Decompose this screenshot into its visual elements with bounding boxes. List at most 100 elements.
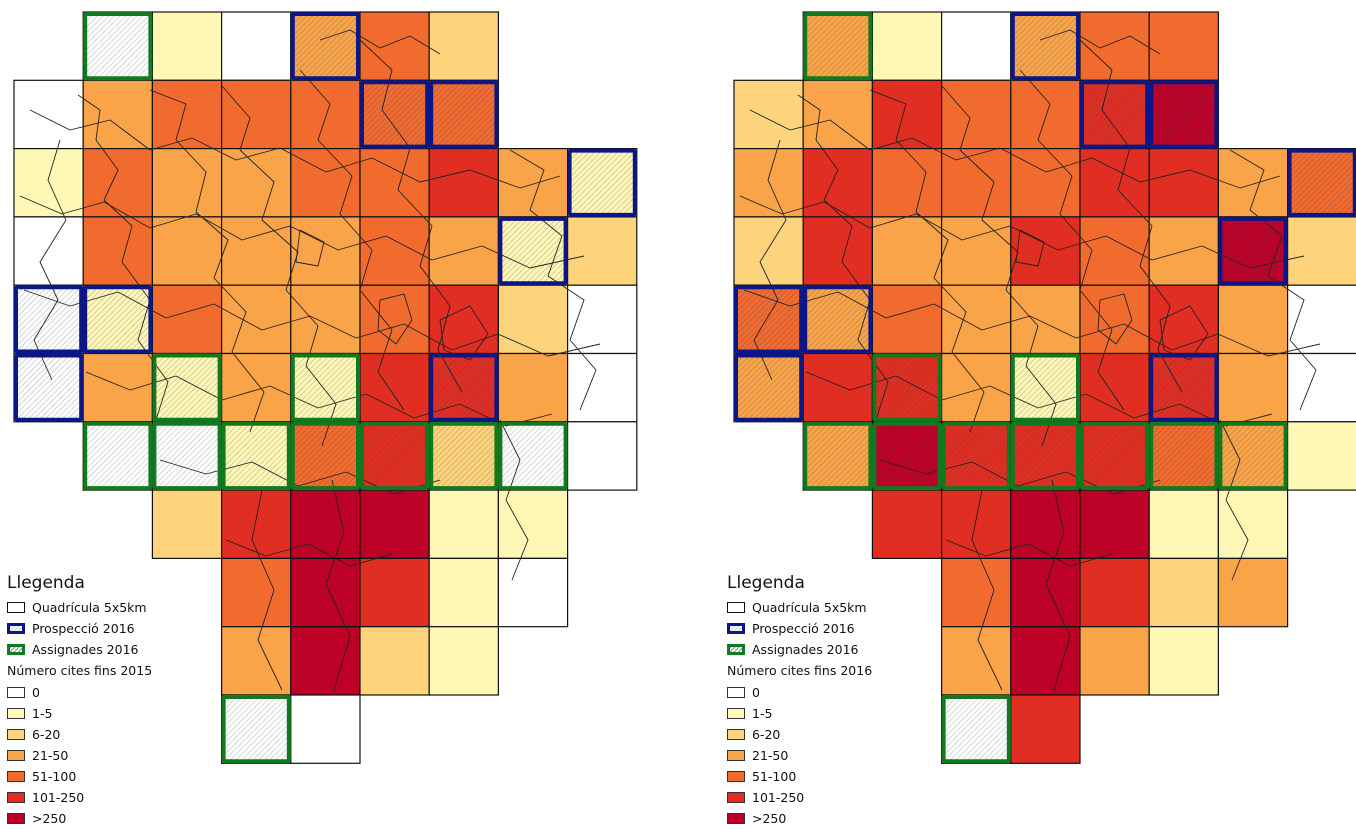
legend-class: 21-50 (727, 745, 872, 766)
grid-cell (1010, 79, 1081, 150)
grid-cell (1010, 557, 1081, 628)
grid-cell (290, 489, 361, 560)
legend-assigned: Assignades 2016 (727, 639, 872, 660)
boundary-line (325, 479, 351, 691)
assigned-cell-hatch (221, 421, 291, 491)
legend-prospect-label: Prospecció 2016 (32, 621, 135, 636)
grid-cell (1079, 489, 1150, 560)
grid-cell (359, 11, 430, 81)
legend-class: 1-5 (7, 703, 152, 724)
grid-cell (359, 626, 430, 696)
class-swatch (7, 729, 25, 740)
map-2016-svg (733, 11, 1356, 764)
assigned-cell-hatch (429, 421, 499, 491)
assigned-cell-hatch (872, 421, 942, 491)
prospect-cell-hatch (1010, 12, 1080, 81)
legend-class-label: 51-100 (752, 769, 797, 784)
grid-cell (221, 489, 292, 560)
grid-cell (428, 557, 500, 628)
boundary-line (1097, 293, 1133, 345)
grid-cell (1148, 489, 1220, 560)
assigned-cell-border (1218, 421, 1288, 491)
grid-cell (13, 148, 84, 218)
legend-grid-label: Quadrícula 5x5km (752, 600, 867, 615)
legend-class-label: 1-5 (32, 706, 53, 721)
grid-cell (1148, 148, 1220, 218)
grid-cell (221, 626, 292, 696)
prospect-cell-border (803, 285, 873, 354)
grid-cell (1286, 421, 1356, 491)
prospect-cell-border (14, 285, 84, 354)
grid-cell (871, 489, 943, 560)
grid-cell (82, 148, 153, 218)
grid-cell (1217, 284, 1289, 355)
prospect-cell-hatch (14, 353, 84, 422)
grid-cell (290, 626, 361, 696)
grid-cell (221, 216, 292, 286)
prospect-cell-border (83, 285, 153, 354)
assigned-cell-border (803, 421, 873, 491)
prospect-cell-border (429, 80, 499, 149)
grid-cell (871, 79, 943, 150)
prospect-cell-border (290, 12, 360, 81)
legend-class-label: 51-100 (32, 769, 77, 784)
grid-cell (1010, 216, 1081, 286)
assigned-cell-hatch (1010, 421, 1080, 491)
boundary-line (29, 109, 561, 189)
grid-cell (802, 352, 873, 423)
grid-cell (566, 421, 638, 491)
boundary-line (1015, 229, 1045, 267)
grid-cell (1079, 352, 1150, 423)
grid-cell (290, 557, 361, 628)
assigned-cell-hatch (1010, 353, 1080, 422)
boundary-line (251, 489, 283, 691)
prospect-cell-hatch (498, 216, 568, 286)
assigned-cell-border (872, 421, 942, 491)
assigned-cell-border (83, 12, 153, 81)
grid-cell (151, 148, 223, 218)
grid-cell (497, 557, 569, 628)
legend-class-label: 6-20 (752, 727, 781, 742)
boundary-line (299, 69, 405, 411)
grid-cell (221, 352, 292, 423)
grid-cell (151, 489, 223, 560)
grid-cell (221, 557, 292, 628)
grid-cell (151, 216, 223, 286)
legend-count-title: Número cites fins 2015 (7, 663, 153, 678)
map-2016: Llegenda Quadrícula 5x5km Prospecció 201… (720, 0, 1356, 830)
prospect-cell-hatch (83, 285, 153, 354)
legend-grid: Quadrícula 5x5km (727, 597, 872, 618)
assigned-cell-border (941, 695, 1011, 764)
prospect-cell-border (1010, 12, 1080, 81)
assigned-cell-border (221, 421, 291, 491)
legend-class: 0 (727, 682, 872, 703)
prospect-cell-hatch (360, 80, 430, 149)
grid-cell (1286, 216, 1356, 286)
prospect-swatch (727, 623, 745, 634)
grid-cell (941, 148, 1012, 218)
assigned-cell-border (1149, 421, 1219, 491)
class-swatch (727, 792, 745, 803)
prospect-cell-border (567, 148, 637, 217)
prospect-cell-border (360, 80, 430, 149)
grid-cell (497, 284, 569, 355)
grid-cell (802, 216, 873, 286)
grid-cell (1217, 148, 1289, 218)
grid-cell (428, 11, 500, 81)
assigned-cell-border (152, 353, 222, 422)
grid-cell (566, 284, 638, 355)
assigned-cell-border (360, 421, 430, 491)
assigned-cell-border (498, 421, 568, 491)
grid-cell (941, 216, 1012, 286)
prospect-cell-hatch (1218, 216, 1288, 286)
grid-cell (221, 11, 292, 81)
prospect-cell-border (1080, 80, 1150, 149)
legend-class: 51-100 (7, 766, 152, 787)
assigned-cell-border (1080, 421, 1150, 491)
grid-cell (1079, 626, 1150, 696)
grid-cell (221, 284, 292, 355)
prospect-cell-hatch (803, 285, 873, 354)
grid-cell (82, 352, 153, 423)
assigned-cell-hatch (1218, 421, 1288, 491)
assigned-cell-border (1010, 353, 1080, 422)
